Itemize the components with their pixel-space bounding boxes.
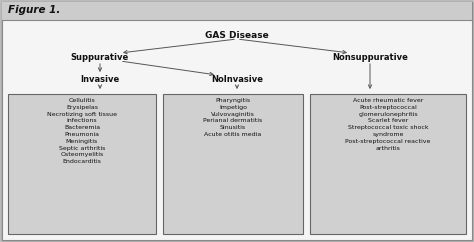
Bar	[310, 94, 466, 234]
Bar	[163, 94, 303, 234]
Text: GAS Disease: GAS Disease	[205, 30, 269, 39]
Text: Acute rheumatic fever
Post-streptococcal
glomerulonephritis
Scarlet fever
Strept: Acute rheumatic fever Post-streptococcal…	[346, 98, 431, 151]
Text: Figure 1.: Figure 1.	[8, 5, 60, 15]
Bar	[8, 94, 156, 234]
Bar	[2, 2, 472, 20]
Text: Pharyngitis
Impetigo
Vulvovaginitis
Perianal dermatitis
Sinusitis
Acute otitis m: Pharyngitis Impetigo Vulvovaginitis Peri…	[203, 98, 263, 137]
Text: Suppurative: Suppurative	[71, 53, 129, 61]
Text: NoInvasive: NoInvasive	[211, 75, 263, 83]
Text: Invasive: Invasive	[81, 75, 119, 83]
Text: Nonsuppurative: Nonsuppurative	[332, 53, 408, 61]
Text: Cellulitis
Erysipelas
Necrotizing soft tissue
infections
Bacteremia
Pneumonia
Me: Cellulitis Erysipelas Necrotizing soft t…	[47, 98, 117, 164]
